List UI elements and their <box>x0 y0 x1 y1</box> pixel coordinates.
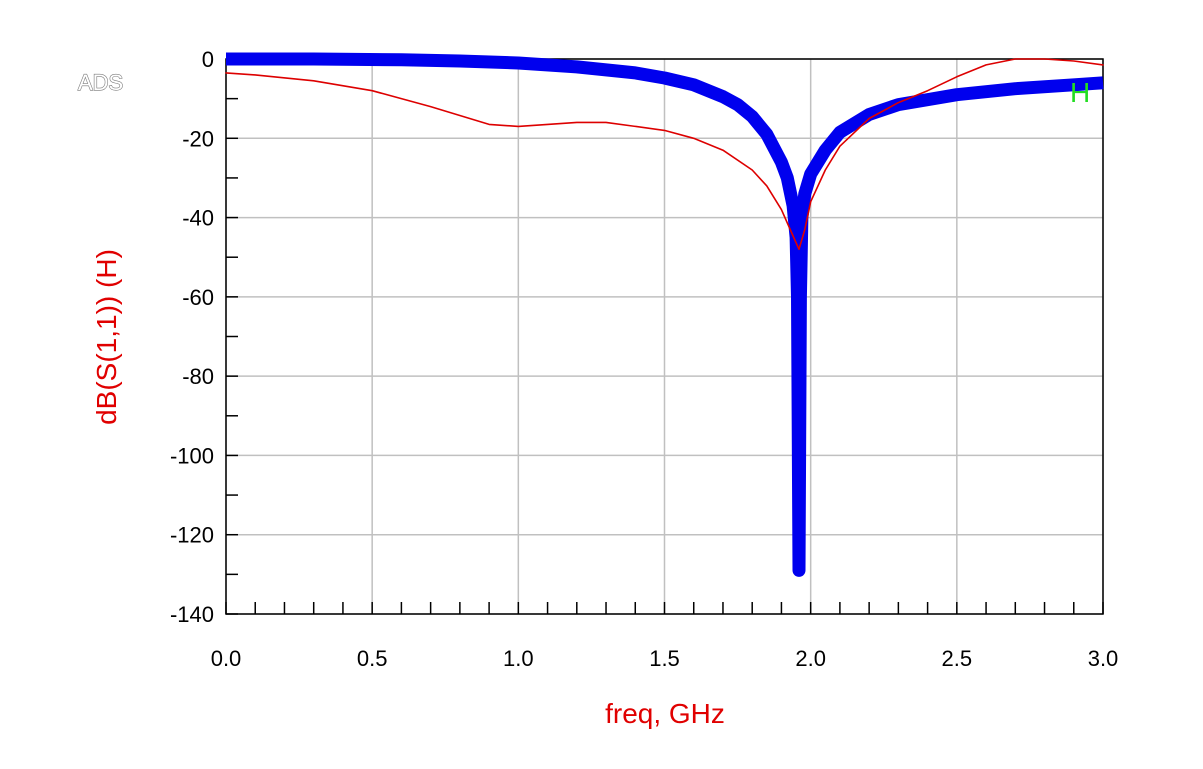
y-tick-label: -40 <box>182 206 214 231</box>
series-line-thin <box>225 58 1104 251</box>
x-axis-title: freq, GHz <box>605 698 725 729</box>
y-tick-label: -60 <box>182 285 214 310</box>
x-tick-label: 3.0 <box>1088 646 1119 671</box>
trace-marker-label: H <box>1070 77 1090 108</box>
x-tick-label: 2.5 <box>942 646 973 671</box>
y-tick-label: -140 <box>170 602 214 627</box>
y-tick-labels: 0 -20 -40 -60 -80 -100 -120 -140 <box>170 47 214 627</box>
grid-lines <box>225 58 1104 615</box>
ads-brand-label: ADS <box>78 70 123 95</box>
x-tick-label: 2.0 <box>795 646 826 671</box>
x-tick-label: 0.5 <box>357 646 388 671</box>
y-axis-title: dB(S(1,1)) (H) <box>91 249 122 425</box>
y-tick-label: -20 <box>182 126 214 151</box>
y-tick-label: 0 <box>202 47 214 72</box>
series-layer <box>225 52 1104 577</box>
series-line-thick <box>226 52 1104 577</box>
y-tick-label: -80 <box>182 364 214 389</box>
x-tick-label: 1.0 <box>503 646 534 671</box>
plot-frame <box>225 58 1104 615</box>
x-tick-labels: 0.0 0.5 1.0 1.5 2.0 2.5 3.0 <box>211 646 1119 671</box>
y-tick-label: -120 <box>170 523 214 548</box>
y-tick-label: -100 <box>170 443 214 468</box>
x-tick-label: 1.5 <box>649 646 680 671</box>
x-tick-label: 0.0 <box>211 646 242 671</box>
